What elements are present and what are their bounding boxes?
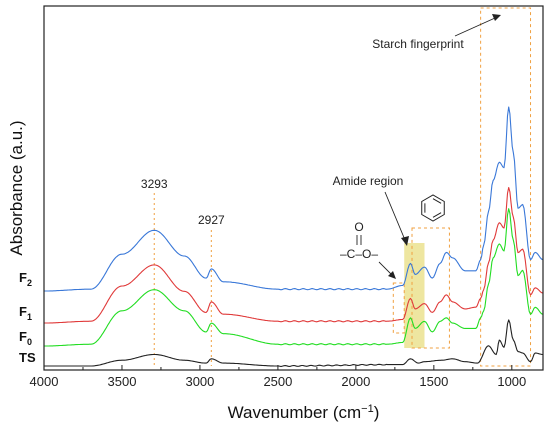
benzene-double-bond [432,212,442,218]
amide-highlight-region [404,243,425,348]
series-label-f0: F0 [19,329,32,347]
y-axis-title: Absorbance (a.u.) [7,120,26,255]
x-tick-label: 2000 [341,374,370,389]
series-line-ts [44,319,544,367]
x-tick-label: 3000 [185,374,214,389]
series-label-ts: TS [19,350,36,365]
series-line-f2 [44,106,544,292]
x-axis-ticks: 4000 3500 3000 2500 2000 1500 1000 [30,365,526,389]
annotation-amide-region: Amide region [333,174,404,188]
plot-frame [43,5,544,371]
x-tick-label: 4000 [30,374,59,389]
series-line-f0 [44,208,544,347]
starch-arrow [454,17,496,37]
ester-arrow [378,261,393,276]
ester-carbonyl-o: O [354,220,363,234]
ester-arrowhead [388,271,396,279]
annotation-peak-2927: 2927 [198,213,225,227]
x-tick-label: 2500 [263,374,292,389]
x-axis-title: Wavenumber (cm−1) [228,403,380,422]
aromatic-region-box [411,227,450,349]
starch-fingerprint-box [480,7,532,367]
ester-region-box [392,282,405,334]
annotation-peak-3293: 3293 [141,177,168,191]
series-labels: TS F0 F1 F2 [19,270,36,365]
series-label-f1: F1 [19,304,32,322]
benzene-ring-icon [421,194,445,222]
series-label-f2: F2 [19,270,32,288]
benzene-double-bond [432,198,442,204]
amide-arrow [384,191,406,241]
ester-group-label: –C–O– [340,247,378,261]
benzene-hexagon [421,194,445,222]
x-tick-label: 1000 [497,374,526,389]
series-lines [44,106,544,367]
annotation-starch-fingerprint: Starch fingerprint [372,37,464,51]
series-line-f1 [44,186,544,324]
starch-arrowhead [492,14,501,21]
x-tick-label: 1500 [419,374,448,389]
amide-arrowhead [401,236,409,246]
x-tick-label: 3500 [108,374,137,389]
